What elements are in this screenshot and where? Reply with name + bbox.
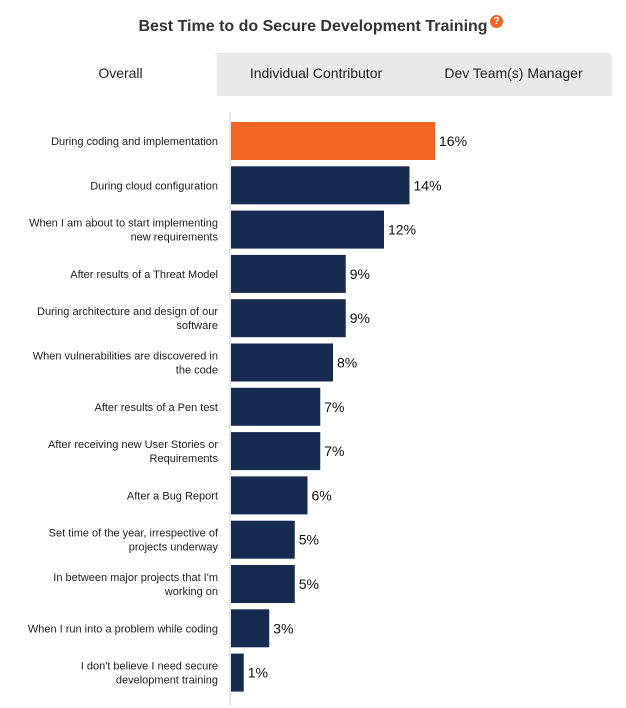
category-label: When I am about to start implementing new…	[29, 218, 218, 244]
category-label-line: I don't believe I need secure	[81, 661, 218, 673]
bar-chart: 16% During coding and implementation 14% Du…	[28, 112, 467, 705]
bar[interactable]	[231, 387, 321, 426]
category-label: When vulnerabilities are discovered in th…	[33, 351, 218, 377]
category-label-line: During cloud configuration	[90, 180, 218, 192]
category-label: During coding and implementation	[51, 136, 218, 148]
category-label-line: working on	[164, 586, 218, 598]
category-label-line: After results of a Threat Model	[70, 269, 218, 281]
category-label: When I run into a problem while coding	[28, 623, 218, 635]
tab-dev-team-manager[interactable]: Dev Team(s) Manager	[444, 65, 583, 81]
value-label: 8%	[337, 355, 357, 371]
category-label-line: When vulnerabilities are discovered in	[33, 351, 218, 363]
value-label: 14%	[414, 177, 442, 193]
bar[interactable]	[231, 122, 435, 160]
category-label: In between major projects that I'm workin…	[53, 572, 218, 598]
bar[interactable]	[231, 299, 346, 338]
category-label-line: During coding and implementation	[51, 136, 218, 148]
category-label: I don't believe I need secure development…	[81, 661, 218, 687]
help-icon[interactable]: ?	[490, 15, 503, 28]
value-label: 12%	[388, 222, 416, 238]
bar[interactable]	[231, 343, 333, 382]
value-label: 6%	[312, 487, 332, 503]
category-label-line: projects underway	[129, 542, 219, 554]
category-label-line: software	[176, 320, 218, 332]
bar[interactable]	[231, 432, 321, 471]
value-label: 5%	[299, 532, 319, 548]
category-label-line: new requirements	[131, 232, 219, 244]
category-label: After results of a Threat Model	[70, 269, 218, 281]
value-label: 7%	[324, 443, 344, 459]
category-label: During cloud configuration	[90, 180, 218, 192]
value-label: 9%	[350, 310, 370, 326]
bar[interactable]	[231, 520, 295, 559]
chart-title-row: Best Time to do Secure Development Train…	[0, 18, 626, 36]
value-label: 16%	[439, 133, 467, 149]
category-label-line: After receiving new User Stories or	[48, 439, 218, 451]
bar[interactable]	[231, 166, 410, 205]
category-label-line: During architecture and design of our	[37, 306, 218, 318]
value-label: 7%	[324, 399, 344, 415]
category-label-line: When I run into a problem while coding	[28, 623, 218, 635]
value-label: 3%	[273, 620, 293, 636]
category-label-line: In between major projects that I'm	[53, 572, 218, 584]
bar[interactable]	[231, 609, 270, 648]
category-label-line: After results of a Pen test	[94, 402, 218, 414]
category-label: After receiving new User Stories or Requi…	[48, 439, 218, 465]
value-label: 9%	[350, 266, 370, 282]
category-label-line: When I am about to start implementing	[29, 218, 218, 230]
category-label: After results of a Pen test	[94, 402, 218, 414]
category-label-line: After a Bug Report	[127, 490, 218, 502]
value-label: 5%	[299, 576, 319, 592]
tab-bar: Overall Individual Contributor Dev Team(…	[24, 53, 612, 99]
category-label: Set time of the year, irrespective of pro…	[49, 528, 219, 554]
category-label-line: Requirements	[150, 453, 219, 465]
bar[interactable]	[231, 476, 308, 515]
bar[interactable]	[231, 210, 384, 249]
category-label-line: the code	[176, 365, 218, 377]
category-label-line: Set time of the year, irrespective of	[49, 528, 219, 540]
category-label: During architecture and design of our sof…	[37, 306, 218, 332]
category-label: After a Bug Report	[127, 490, 218, 502]
tab-overall[interactable]: Overall	[24, 53, 217, 99]
bar[interactable]	[231, 565, 295, 603]
category-label-line: development training	[116, 675, 218, 687]
chart-title: Best Time to do Secure Development Train…	[138, 18, 488, 35]
bar[interactable]	[231, 653, 244, 692]
value-label: 1%	[248, 665, 268, 681]
tab-individual-contributor[interactable]: Individual Contributor	[249, 65, 383, 81]
bar[interactable]	[231, 254, 346, 293]
